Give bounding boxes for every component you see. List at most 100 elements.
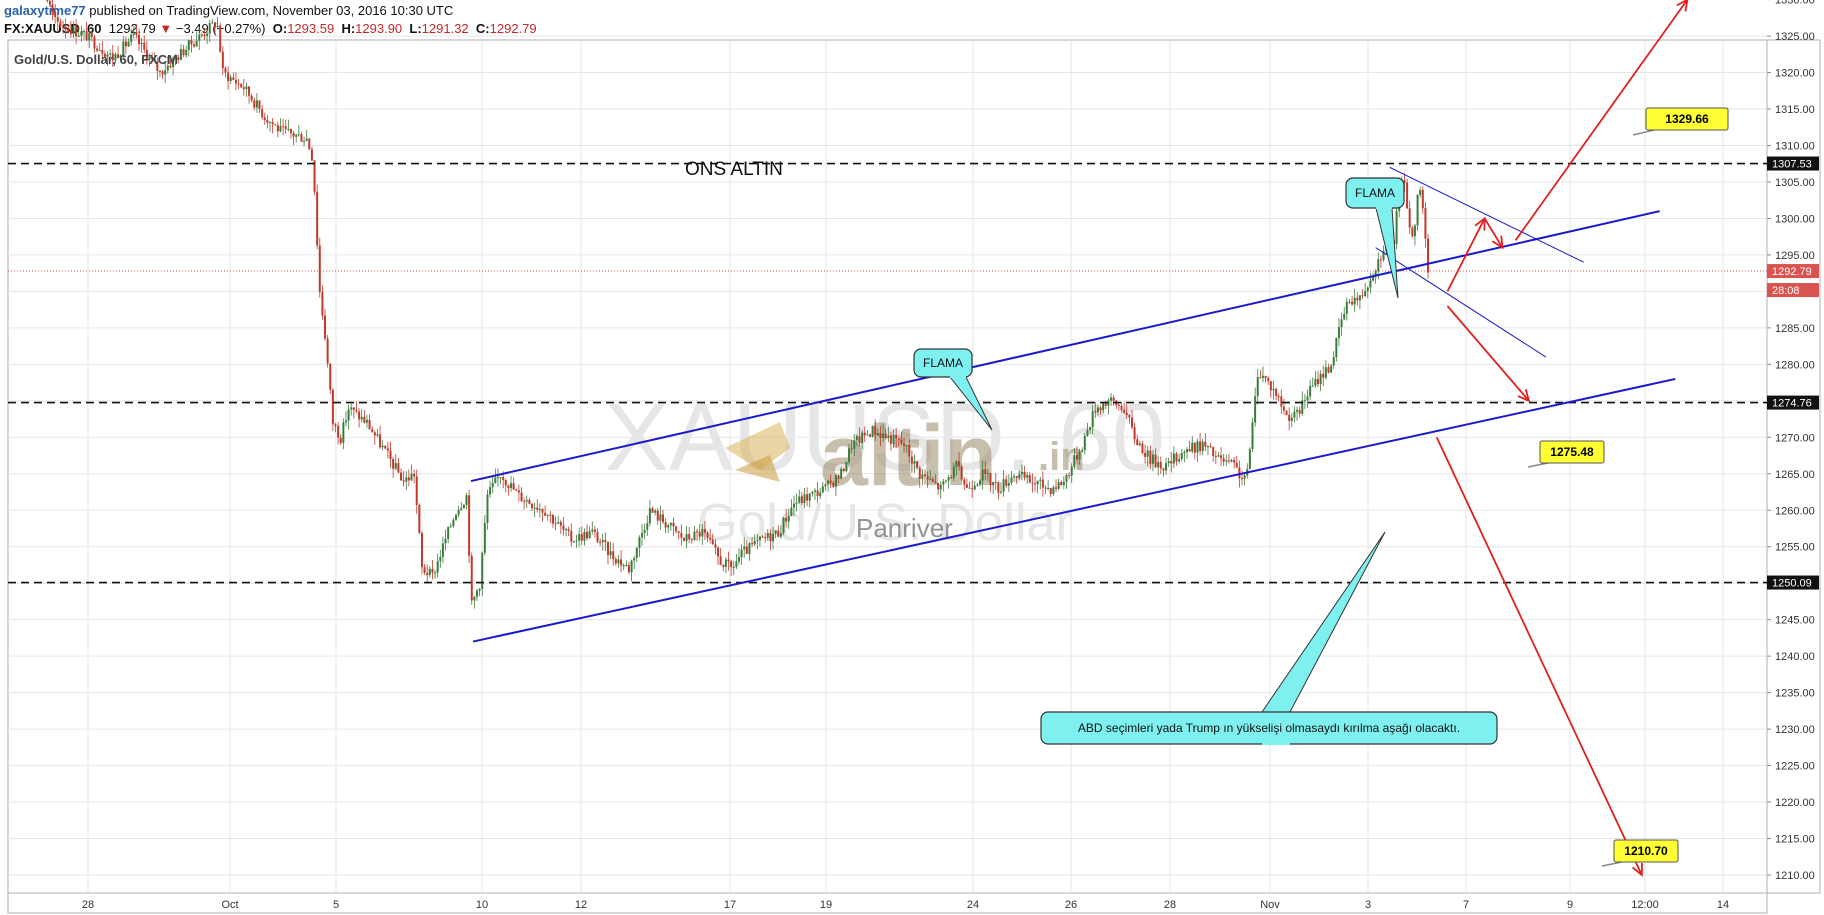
candle	[1117, 402, 1120, 411]
candle-body	[688, 534, 691, 540]
candle	[1256, 368, 1259, 405]
candle	[1277, 393, 1280, 402]
candle	[698, 524, 701, 541]
candle	[1068, 472, 1071, 480]
y-tick-label: 1225.00	[1775, 761, 1815, 773]
candle-body	[478, 588, 481, 591]
candle-body	[1015, 476, 1018, 478]
candle-body	[531, 503, 533, 509]
candle-body	[942, 481, 945, 485]
y-tick-label: 1310.00	[1775, 141, 1815, 153]
candle	[1162, 467, 1165, 477]
candle-body	[944, 480, 947, 482]
candle	[151, 52, 154, 63]
candle-body	[777, 530, 780, 537]
candle-body	[1023, 471, 1026, 478]
candle-body	[496, 477, 499, 479]
candle-body	[190, 40, 193, 45]
candle	[965, 478, 968, 489]
candle	[1395, 203, 1398, 250]
candle-body	[292, 133, 295, 137]
candle	[90, 31, 93, 42]
candle	[64, 18, 67, 39]
candle-body	[622, 565, 625, 567]
candle	[143, 35, 146, 54]
close-label: C:	[475, 21, 490, 36]
candle-body	[1013, 476, 1016, 478]
candle-body	[1096, 407, 1099, 413]
candle	[672, 517, 675, 536]
candle-body	[533, 507, 536, 509]
candle-body	[444, 538, 447, 544]
candle	[400, 468, 402, 481]
candle-body	[790, 507, 793, 516]
candle	[1217, 451, 1220, 458]
candle-body	[457, 509, 460, 515]
candle-body	[221, 51, 224, 69]
candle-body	[69, 29, 72, 35]
candle-body	[1259, 377, 1262, 379]
candle	[368, 414, 371, 430]
candle	[606, 541, 609, 565]
candle	[198, 26, 201, 51]
candle-body	[965, 484, 968, 488]
candle-body	[324, 315, 327, 339]
candle	[583, 528, 586, 546]
candle	[1212, 446, 1215, 463]
candle-body	[1151, 454, 1154, 464]
candle-body	[172, 58, 175, 68]
candle-body	[1311, 385, 1314, 387]
candle	[1102, 402, 1105, 414]
candle	[693, 526, 696, 541]
candle-body	[544, 512, 547, 516]
x-tick-label: 9	[1567, 899, 1573, 911]
candle-body	[473, 596, 476, 601]
candle	[122, 36, 125, 60]
candle	[1235, 455, 1238, 469]
candle-body	[1254, 396, 1257, 423]
candle-body	[62, 26, 65, 28]
candle-body	[769, 533, 772, 542]
candle	[140, 38, 143, 53]
candle-body	[174, 57, 177, 59]
candle	[1254, 387, 1257, 427]
candle-body	[193, 44, 196, 47]
candle	[245, 82, 248, 97]
candle-body	[737, 557, 740, 562]
candle-body	[117, 54, 120, 59]
axis-tag-mid: 1274.76	[1772, 398, 1812, 410]
candle	[565, 527, 568, 537]
author-link[interactable]: galaxytime77	[4, 3, 86, 18]
candle-body	[1060, 481, 1063, 486]
candle-body	[664, 522, 667, 528]
y-tick-label: 1330.00	[1775, 0, 1815, 7]
candle-body	[1411, 227, 1414, 237]
y-tick-label: 1305.00	[1775, 177, 1815, 189]
candle	[1151, 450, 1154, 472]
candle-body	[897, 438, 900, 440]
candle-body	[177, 57, 180, 60]
candle-body	[384, 445, 387, 449]
candle	[612, 542, 615, 566]
candle	[939, 481, 942, 499]
projection-arrow	[1483, 217, 1504, 250]
candle-body	[274, 124, 277, 126]
candle-body	[504, 480, 507, 486]
candle-body	[680, 532, 683, 538]
candle	[284, 119, 287, 134]
candle-body	[1361, 295, 1364, 297]
candle-body	[138, 34, 140, 44]
candle-body	[224, 68, 227, 73]
candle	[662, 509, 664, 525]
candle-body	[892, 434, 895, 444]
candle-body	[1290, 417, 1293, 421]
candle-body	[1167, 461, 1170, 464]
candle-body	[447, 526, 450, 539]
candle-body	[436, 561, 439, 573]
candle	[800, 491, 803, 505]
candle-body	[588, 531, 591, 539]
candle-body	[1233, 459, 1236, 463]
candle-body	[1125, 412, 1128, 416]
axis-tag-top-bg	[1767, 156, 1819, 171]
